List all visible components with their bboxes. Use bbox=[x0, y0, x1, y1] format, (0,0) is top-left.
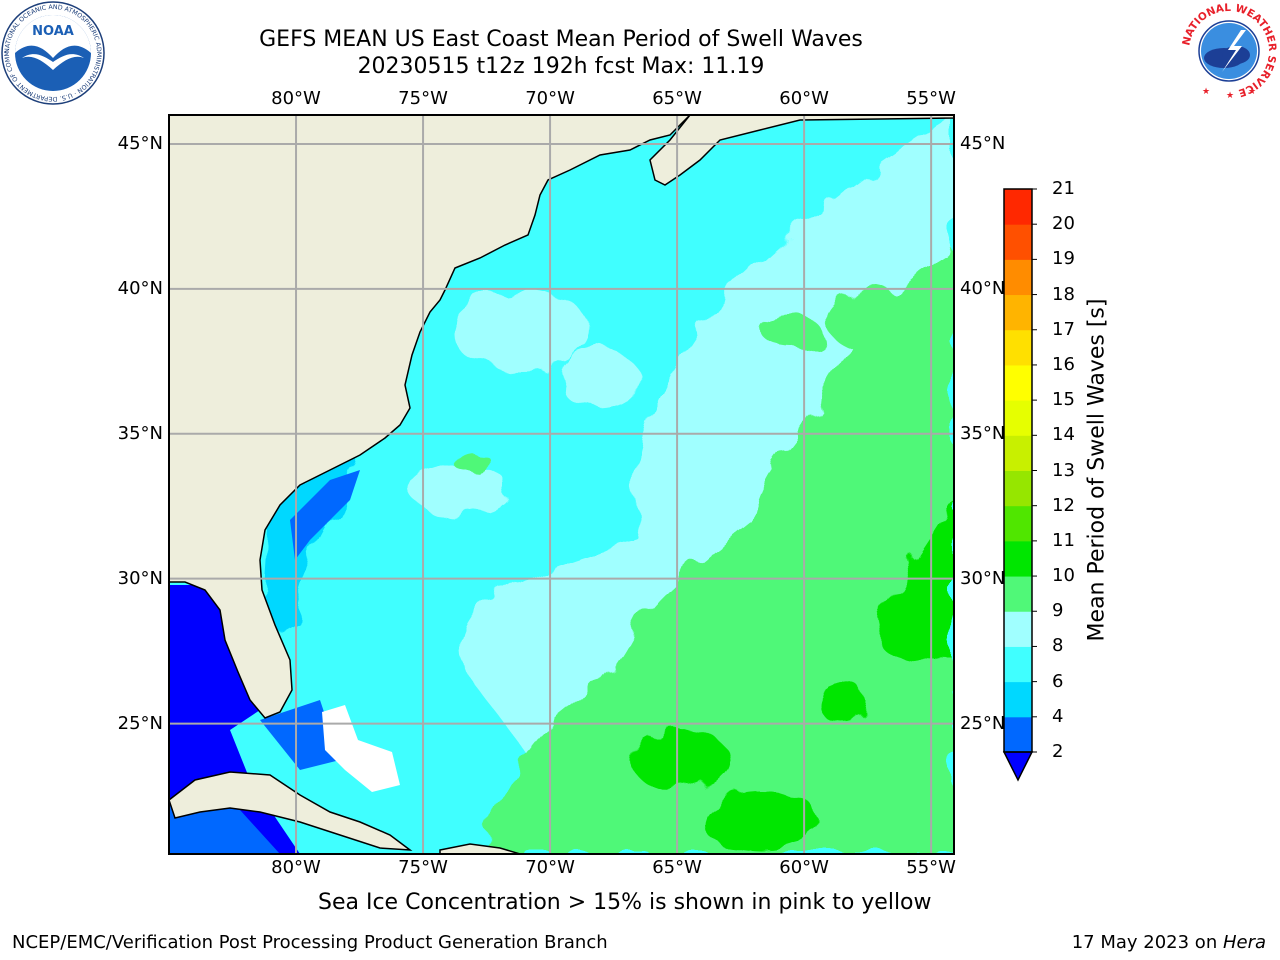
colorbar-tick-label: 14 bbox=[1052, 424, 1075, 446]
colorbar-tick-label: 4 bbox=[1052, 705, 1064, 727]
colorbar-tick-label: 8 bbox=[1052, 635, 1064, 657]
lon-tick-label: 80°W bbox=[271, 857, 321, 878]
lon-tick-label: 70°W bbox=[525, 857, 575, 878]
colorbar-tick-label: 6 bbox=[1052, 670, 1064, 692]
colorbar-tick-label: 18 bbox=[1052, 283, 1075, 305]
colorbar-tick-label: 20 bbox=[1052, 213, 1075, 235]
cuba-land bbox=[169, 771, 413, 851]
lat-tick-label: 30°N bbox=[960, 567, 1006, 589]
lat-tick-label: 40°N bbox=[960, 277, 1006, 299]
colorbar-segment bbox=[1004, 435, 1032, 471]
lat-tick-label: 35°N bbox=[960, 422, 1006, 444]
lon-tick-label: 60°W bbox=[779, 857, 829, 878]
colorbar bbox=[1002, 188, 1037, 782]
colorbar-tick-label: 13 bbox=[1052, 459, 1075, 481]
colorbar-segment bbox=[1004, 470, 1032, 507]
north-america-land bbox=[169, 115, 692, 719]
chart-subtitle: 20230515 t12z 192h fcst Max: 11.19 bbox=[357, 54, 765, 79]
colorbar-under-extension bbox=[1002, 751, 1034, 782]
lat-tick-label: 25°N bbox=[117, 712, 163, 734]
svg-text:★: ★ bbox=[1248, 87, 1256, 97]
colorbar-segment bbox=[1004, 716, 1032, 753]
colorbar-segment bbox=[1004, 646, 1032, 683]
nws-logo: NATIONAL WEATHER SERVICE ★ ★ ★ bbox=[1180, 2, 1278, 101]
lon-tick-label: 80°W bbox=[271, 88, 321, 109]
map-gridlines bbox=[169, 115, 954, 854]
lon-tick-label: 55°W bbox=[906, 88, 956, 109]
colorbar-tick-label: 19 bbox=[1052, 248, 1075, 270]
colorbar-segment bbox=[1004, 611, 1032, 647]
lat-tick-label: 35°N bbox=[117, 422, 163, 444]
colorbar-tick-label: 21 bbox=[1052, 178, 1075, 199]
colorbar-segment bbox=[1004, 189, 1032, 225]
colorbar-tick-label: 11 bbox=[1052, 529, 1075, 551]
colorbar-segment bbox=[1004, 681, 1032, 718]
colorbar-segment bbox=[1004, 505, 1032, 542]
noaa-logo: NATIONAL OCEANIC AND ATMOSPHERIC ADMINIS… bbox=[0, 0, 105, 105]
colorbar-tick-label: 12 bbox=[1052, 494, 1075, 516]
svg-text:★: ★ bbox=[1226, 91, 1234, 101]
map-frame bbox=[168, 114, 955, 855]
colorbar-tick-label: 10 bbox=[1052, 565, 1075, 587]
lon-tick-label: 65°W bbox=[652, 88, 702, 109]
lat-tick-label: 30°N bbox=[117, 567, 163, 589]
lon-tick-label: 75°W bbox=[398, 857, 448, 878]
footer-date-text: 17 May 2023 on bbox=[1071, 932, 1223, 953]
lat-tick-label: 45°N bbox=[960, 132, 1006, 154]
colorbar-segment bbox=[1004, 259, 1032, 296]
colorbar-tick-label: 9 bbox=[1052, 600, 1064, 622]
lon-tick-label: 75°W bbox=[398, 88, 448, 109]
lat-tick-label: 25°N bbox=[960, 712, 1006, 734]
colorbar-segment bbox=[1004, 540, 1032, 577]
colorbar-segment bbox=[1004, 294, 1032, 331]
chart-title: GEFS MEAN US East Coast Mean Period of S… bbox=[259, 27, 863, 52]
lon-tick-label: 70°W bbox=[525, 88, 575, 109]
svg-text:★: ★ bbox=[1202, 87, 1210, 97]
colorbar-segment bbox=[1004, 224, 1032, 260]
lat-tick-label: 40°N bbox=[117, 277, 163, 299]
footer-credit: NCEP/EMC/Verification Post Processing Pr… bbox=[12, 932, 608, 953]
sea-ice-caption: Sea Ice Concentration > 15% is shown in … bbox=[318, 890, 932, 915]
lon-tick-label: 65°W bbox=[652, 857, 702, 878]
colorbar-segment bbox=[1004, 576, 1032, 612]
lon-tick-label: 55°W bbox=[906, 857, 956, 878]
colorbar-tick-label: 15 bbox=[1052, 389, 1075, 411]
map-field bbox=[169, 115, 954, 854]
period-10-11-zone bbox=[630, 500, 954, 850]
footer-machine: Hera bbox=[1222, 932, 1266, 953]
colorbar-segment bbox=[1004, 364, 1032, 401]
colorbar-segment bbox=[1004, 329, 1032, 366]
lon-tick-label: 60°W bbox=[779, 88, 829, 109]
lat-tick-label: 45°N bbox=[117, 132, 163, 154]
colorbar-tick-label: 2 bbox=[1052, 741, 1064, 762]
colorbar-tick-label: 16 bbox=[1052, 353, 1075, 375]
nova-scotia-land bbox=[649, 115, 954, 186]
bahamas-no-data bbox=[322, 705, 400, 792]
coastal-low-period-zone bbox=[290, 470, 360, 560]
colorbar-segment bbox=[1004, 400, 1032, 436]
footer-date: 17 May 2023 on Hera bbox=[1072, 932, 1266, 953]
colorbar-tick-label: 17 bbox=[1052, 318, 1075, 340]
noaa-logo-text: NOAA bbox=[32, 24, 74, 39]
